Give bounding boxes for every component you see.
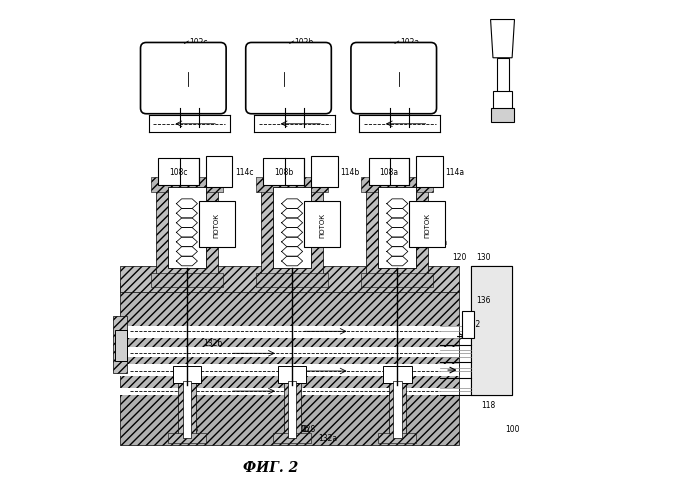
Bar: [471, 266, 512, 395]
Bar: [168, 188, 206, 269]
Text: 102a: 102a: [400, 37, 419, 47]
Bar: [273, 188, 311, 269]
Bar: [151, 178, 223, 192]
Text: 136: 136: [280, 433, 295, 443]
Bar: [273, 433, 311, 443]
Bar: [264, 159, 304, 185]
Bar: [383, 366, 412, 383]
Text: 114a: 114a: [445, 168, 464, 177]
Bar: [257, 178, 328, 192]
Bar: [410, 202, 445, 247]
Bar: [389, 381, 406, 438]
Text: 114b: 114b: [340, 168, 359, 177]
Bar: [120, 388, 459, 445]
Text: 108a: 108a: [379, 167, 398, 176]
Text: 136: 136: [476, 295, 491, 304]
Bar: [178, 381, 196, 438]
Bar: [284, 381, 301, 438]
Bar: [173, 366, 201, 383]
Bar: [491, 109, 514, 123]
Text: 134b: 134b: [289, 424, 309, 433]
Polygon shape: [491, 21, 514, 59]
Text: 128: 128: [185, 424, 199, 433]
FancyBboxPatch shape: [246, 43, 331, 115]
Text: 130: 130: [287, 66, 301, 75]
Bar: [168, 433, 206, 443]
Text: 108c: 108c: [169, 167, 187, 176]
Bar: [257, 274, 328, 288]
Bar: [158, 159, 199, 185]
Bar: [497, 59, 509, 97]
Bar: [493, 92, 512, 111]
Text: 100: 100: [505, 424, 519, 433]
Bar: [417, 156, 442, 188]
Text: 132a: 132a: [319, 433, 338, 443]
Bar: [462, 312, 474, 338]
Text: 128: 128: [302, 424, 316, 433]
Text: 118: 118: [481, 400, 496, 409]
Text: ПОТОК: ПОТОК: [319, 212, 325, 237]
Bar: [361, 178, 433, 192]
Bar: [206, 156, 232, 188]
Bar: [151, 274, 223, 288]
Text: 134a: 134a: [428, 238, 447, 247]
Bar: [278, 366, 306, 383]
Text: 102b: 102b: [294, 37, 314, 47]
Bar: [156, 183, 218, 281]
Bar: [120, 266, 459, 292]
Bar: [115, 331, 127, 362]
Text: 130: 130: [476, 252, 491, 261]
Bar: [366, 183, 428, 281]
Text: 136: 136: [191, 66, 206, 75]
Bar: [261, 183, 323, 281]
Text: 114c: 114c: [235, 168, 253, 177]
Bar: [113, 316, 127, 373]
Bar: [120, 326, 459, 338]
Bar: [378, 188, 417, 269]
Bar: [120, 348, 459, 357]
Bar: [361, 274, 433, 288]
Bar: [368, 159, 410, 185]
Bar: [471, 266, 512, 395]
FancyBboxPatch shape: [351, 43, 437, 115]
Bar: [393, 381, 402, 438]
Bar: [288, 381, 296, 438]
Bar: [199, 202, 235, 247]
Bar: [120, 388, 459, 395]
Text: ФИГ. 2: ФИГ. 2: [243, 460, 298, 474]
Bar: [120, 364, 459, 376]
Text: ПОТОК: ПОТОК: [424, 212, 430, 237]
Text: 120: 120: [401, 66, 415, 75]
FancyBboxPatch shape: [140, 43, 226, 115]
Bar: [120, 283, 459, 397]
Text: 102c: 102c: [189, 37, 208, 47]
Bar: [311, 156, 338, 188]
Text: 120: 120: [452, 252, 467, 261]
Text: 132b: 132b: [203, 338, 223, 347]
Bar: [378, 433, 417, 443]
Bar: [304, 202, 340, 247]
Bar: [182, 381, 192, 438]
Text: 112: 112: [467, 319, 481, 328]
Text: 128: 128: [390, 424, 405, 433]
Text: 108b: 108b: [274, 167, 293, 176]
Text: ПОТОК: ПОТОК: [214, 212, 219, 237]
